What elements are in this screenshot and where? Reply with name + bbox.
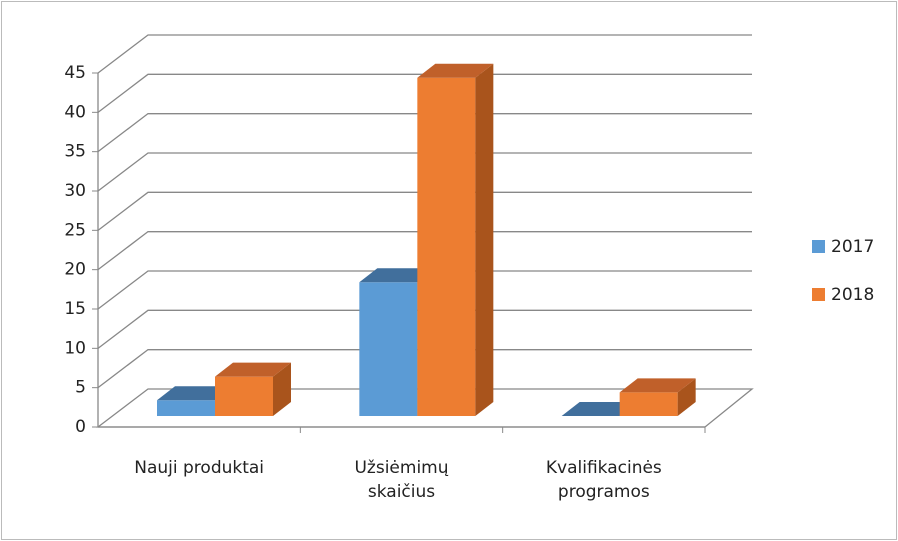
bar <box>619 378 696 416</box>
y-tick-label: 30 <box>64 181 86 201</box>
y-tick-label: 35 <box>64 142 86 162</box>
grid-line <box>97 34 752 74</box>
legend-label: 2018 <box>831 285 874 305</box>
bar-face <box>157 400 215 416</box>
bar-face <box>417 77 476 416</box>
legend-swatch <box>812 288 825 301</box>
y-tick-label: 20 <box>64 260 86 280</box>
bar-face <box>475 63 494 416</box>
grid-line <box>97 270 752 310</box>
y-tick-label: 15 <box>64 299 86 319</box>
grid-line <box>97 231 752 271</box>
bar-face <box>359 282 418 416</box>
legend-swatch <box>812 240 825 253</box>
bar-face <box>561 402 638 416</box>
grid-line <box>97 309 752 349</box>
y-tick-label: 40 <box>64 102 86 122</box>
y-tick-label: 5 <box>75 378 86 398</box>
bar-face <box>619 378 696 393</box>
y-tick-label: 10 <box>64 338 86 358</box>
grid-line <box>97 191 752 231</box>
bar-face <box>619 392 678 416</box>
y-tick-label: 45 <box>64 63 86 83</box>
grid-line <box>97 349 752 389</box>
bar <box>561 402 638 416</box>
bar-face <box>417 63 494 78</box>
bar-face <box>157 386 233 401</box>
y-tick-label: 25 <box>64 220 86 240</box>
legend-label: 2017 <box>831 237 874 257</box>
bar-face <box>215 362 291 377</box>
x-tick-label: Kvalifikacinės programos <box>545 458 662 502</box>
bar <box>417 63 494 416</box>
grid-line <box>97 73 752 113</box>
bar-face <box>677 378 696 416</box>
x-tick-label: Nauji produktai <box>134 458 265 478</box>
x-tick-label: Užsiėmimų skaičius <box>354 458 449 502</box>
y-tick-label: 0 <box>75 417 86 437</box>
bar-face <box>273 362 291 416</box>
grid-line <box>97 152 752 192</box>
grid-line <box>97 113 752 153</box>
bar <box>215 362 291 416</box>
bar-face <box>359 268 436 283</box>
bar-face <box>215 376 273 416</box>
